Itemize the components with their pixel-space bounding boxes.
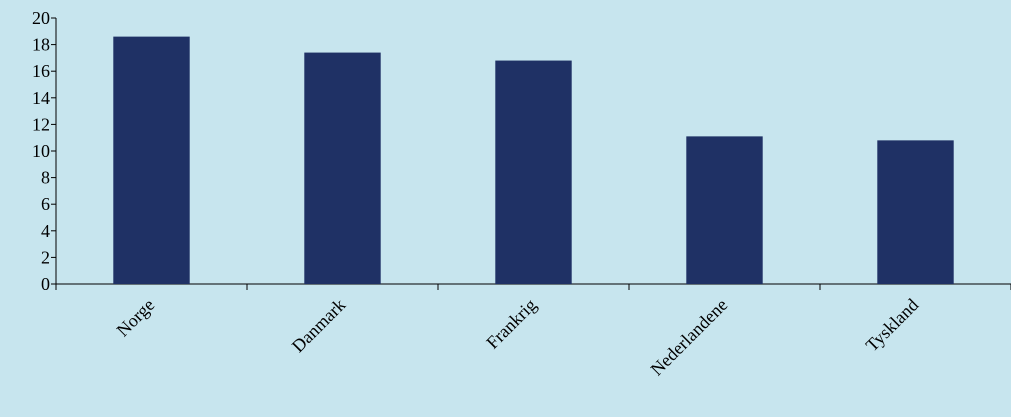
y-tick-label: 6: [41, 194, 50, 214]
y-tick-label: 10: [32, 141, 50, 161]
y-tick-label: 16: [32, 61, 50, 81]
y-tick-label: 2: [41, 247, 50, 267]
y-tick-label: 8: [41, 168, 50, 188]
y-tick-label: 4: [41, 221, 50, 241]
bar-nederlandene: [686, 136, 763, 284]
bars: [113, 36, 954, 285]
bar-danmark: [304, 52, 381, 284]
bar-frankrig: [495, 60, 572, 285]
y-axis: 0 2 4 6 8 10 12 14 16 18 20: [32, 8, 57, 294]
y-tick-label: 12: [32, 114, 50, 134]
y-tick-label: 14: [32, 88, 50, 108]
bar-norge: [113, 36, 190, 285]
y-tick-label: 18: [32, 35, 50, 55]
y-tick-label: 0: [41, 274, 50, 294]
y-tick-label: 20: [32, 8, 50, 28]
bar-tyskland: [877, 140, 954, 284]
